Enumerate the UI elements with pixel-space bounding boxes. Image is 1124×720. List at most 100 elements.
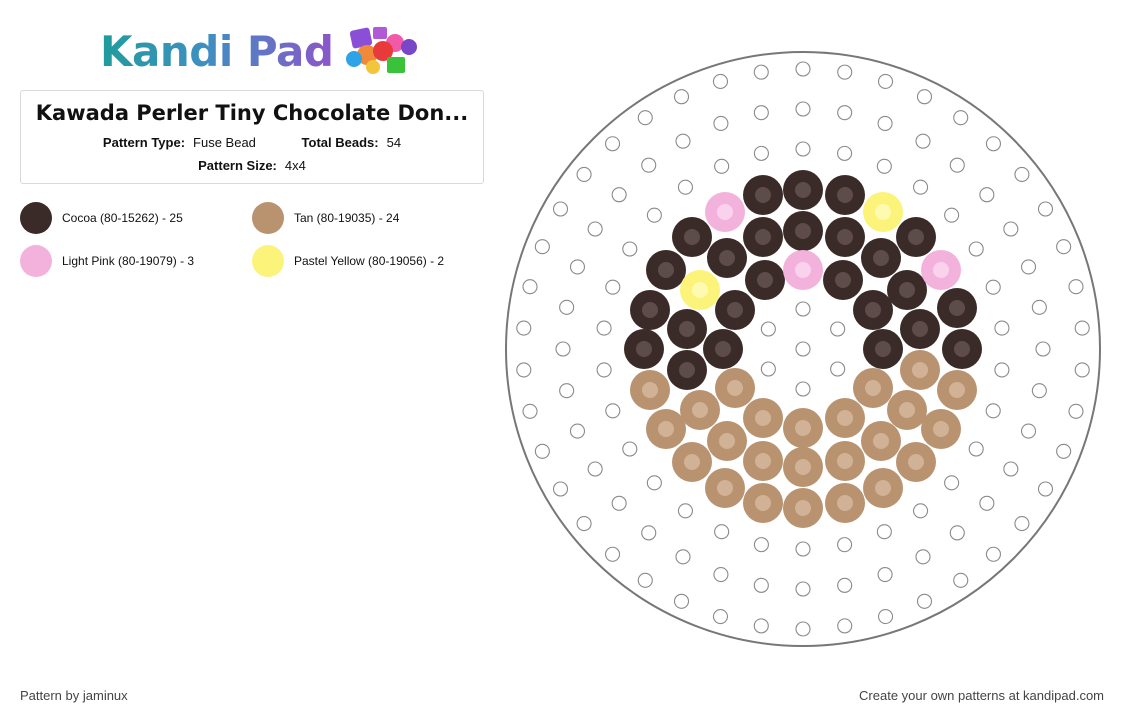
peg [559,383,575,399]
peg [646,207,662,223]
peg [534,443,550,459]
peg [1014,516,1030,532]
peg [522,403,538,419]
peg [830,321,846,337]
cocoa-bead [672,217,712,257]
legend-item-cocoa: Cocoa (80-15262) - 25 [20,202,183,234]
peg [949,525,965,541]
peg [559,299,575,315]
tan-bead [743,483,783,523]
peg [1037,481,1054,497]
cocoa-bead [707,238,747,278]
peg [712,609,729,625]
tan-bead [783,408,823,448]
peg [576,516,592,532]
peg [1020,259,1037,275]
peg [795,341,811,357]
tan-bead [921,409,961,449]
peg [877,609,894,625]
peg [637,110,653,126]
cocoa-bead [825,217,865,257]
peg [637,572,653,588]
light-pink-swatch [20,245,52,277]
peg [622,241,638,257]
tan-bead [705,468,745,508]
tan-bead [937,370,977,410]
peg [555,341,571,357]
peg [753,145,769,161]
tan-bead [863,468,903,508]
peg [753,105,769,121]
peg [837,577,853,593]
peg [516,362,532,378]
peg [753,64,769,80]
peg [953,110,969,126]
peg [795,61,811,77]
logo-text: Kandi Pad [100,26,334,76]
peg [1020,423,1037,439]
tan-bead [743,398,783,438]
peg [611,187,627,203]
tan-bead [743,441,783,481]
peg [1035,341,1051,357]
peg [1014,166,1030,182]
peg [944,475,960,491]
peg [534,239,550,255]
peg [714,158,730,174]
pattern-size-label: Pattern Size: [198,158,277,173]
peg [953,572,969,588]
pattern-title: Kawada Perler Tiny Chocolate Don... [35,101,469,125]
pattern-meta-row: Pattern Type: Fuse Bead Total Beads: 54 [21,135,483,150]
peg [795,141,811,157]
cocoa-swatch [20,202,52,234]
peg [641,157,657,173]
peg [552,201,569,217]
cocoa-bead [863,329,903,369]
peg [877,73,894,89]
tan-bead [672,442,712,482]
peg [837,64,853,80]
tan-bead [887,390,927,430]
tan-bead [853,368,893,408]
peg [760,361,776,377]
peg [795,381,811,397]
peg [837,105,853,121]
peg [611,495,627,511]
peg [677,503,693,519]
peg [576,166,592,182]
peg [673,89,690,105]
cocoa-bead [743,175,783,215]
pastel-yellow-swatch [252,245,284,277]
peg [1056,443,1072,459]
peg [677,179,693,195]
pattern-size-value: 4x4 [284,158,306,173]
kandi-pad-logo[interactable]: Kandi Pad [100,24,419,78]
peg [753,537,769,553]
peg [985,403,1001,419]
peg [915,133,931,149]
cocoa-bead [646,250,686,290]
cocoa-bead [823,260,863,300]
cocoa-bead [853,290,893,330]
kandipad-cta-link[interactable]: Create your own patterns at kandipad.com [859,688,1104,703]
cocoa-bead [703,329,743,369]
peg [994,362,1010,378]
tan-bead [896,442,936,482]
peg [760,321,776,337]
cocoa-bead [825,175,865,215]
peg [713,115,729,132]
peg [985,279,1001,295]
peg [712,73,729,89]
peg [968,241,984,257]
peg [587,461,603,477]
peg [714,524,730,540]
peg [795,541,811,557]
tan-bead [630,370,670,410]
peg [944,207,960,223]
peg [605,279,621,295]
peg [1068,279,1084,295]
peg [596,320,612,336]
cocoa-bead [937,288,977,328]
peg [1037,201,1054,217]
tan-bead [715,368,755,408]
